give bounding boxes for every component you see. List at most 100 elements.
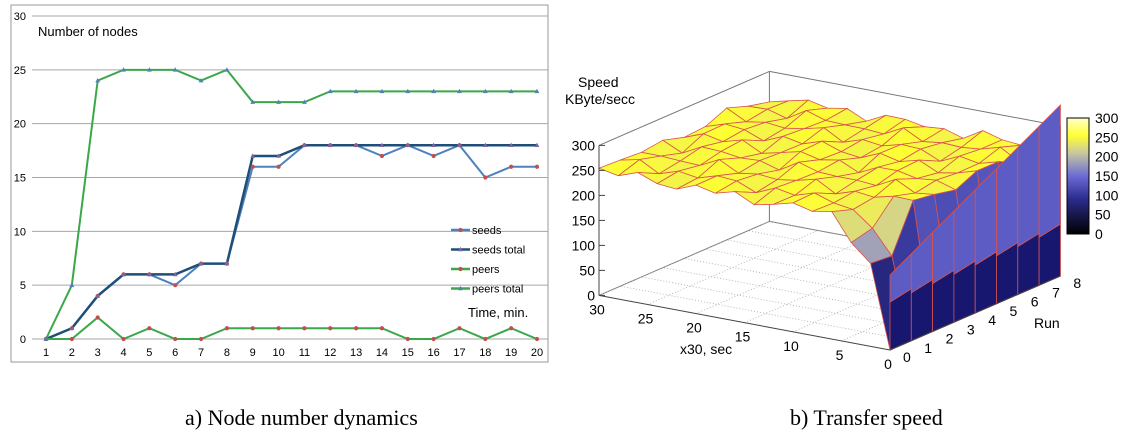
x-tick-label: 10	[272, 347, 284, 359]
run-tick-label: 1	[924, 340, 932, 356]
data-marker-peers-total	[302, 99, 307, 104]
z-tick-label: 250	[572, 162, 596, 178]
data-marker-peers	[302, 326, 307, 331]
x-tick-label-3d: 10	[783, 338, 799, 354]
x-tick-label: 2	[69, 347, 75, 359]
run-tick-label: 5	[1010, 303, 1018, 319]
x-tick-label-3d: 0	[884, 356, 892, 372]
x-tick-label: 7	[198, 347, 204, 359]
colorbar-tick-labels: 0 50 100 150 200 250 300	[1095, 110, 1119, 242]
z-tick-label: 300	[572, 137, 596, 153]
y-tick-label: 25	[14, 65, 26, 77]
data-marker-seeds	[173, 283, 178, 288]
floor-gridline	[684, 258, 976, 314]
series-line-peers-total	[45, 68, 537, 340]
data-marker-peers	[173, 336, 178, 342]
x-tick-label: 13	[350, 347, 362, 359]
data-marker-peers-total	[353, 88, 359, 94]
floor-gridline	[792, 257, 964, 333]
x-axis-label-3d: x30, sec	[680, 341, 732, 357]
data-marker-peers	[431, 336, 436, 342]
data-marker-peers-total	[172, 67, 178, 72]
data-marker-peers-total	[250, 99, 256, 104]
caption-right: b) Transfer speed	[790, 405, 943, 430]
x-tick-label: 4	[120, 347, 126, 359]
z-tick-labels: 0 50 100 150 200 250 300	[572, 137, 605, 303]
x-tick-label: 20	[531, 347, 543, 359]
data-marker-peers	[379, 326, 385, 331]
data-marker-peers-total	[121, 67, 126, 72]
data-marker-peers	[95, 315, 100, 320]
legend-label: seeds	[472, 225, 502, 237]
series-markers	[43, 67, 540, 342]
x-tick-labels: 1 2 3 4 5 6 7 8 9 10 11 12 13 14 15 16 17 18 19 20	[43, 347, 543, 359]
floor-gridline	[598, 221, 770, 296]
legend-label: seeds total	[472, 245, 525, 257]
data-marker-seeds-total	[534, 142, 540, 147]
data-marker-seeds-total	[379, 142, 385, 147]
x-tick-label: 8	[224, 347, 230, 359]
data-marker-seeds-total	[405, 142, 411, 147]
data-marker-peers	[250, 326, 255, 331]
data-marker-peers-total	[327, 88, 333, 94]
x-tick-label-3d: 5	[836, 347, 844, 363]
x-tick-label-3d: 25	[638, 311, 654, 327]
colorbar-tick-label: 100	[1095, 187, 1119, 203]
colorbar-tick-label: 200	[1095, 149, 1119, 165]
z-tick-label: 0	[587, 287, 595, 303]
x-tick-label: 17	[453, 347, 465, 359]
y-tick-label: 10	[14, 226, 26, 238]
x-tick-label: 12	[324, 347, 336, 359]
x-tick-label: 18	[479, 347, 491, 359]
legend-label: peers	[472, 264, 500, 276]
run-tick-label: 7	[1052, 284, 1060, 300]
data-marker-peers-total	[482, 88, 488, 94]
y-tick-label: 0	[20, 334, 26, 346]
data-marker-seeds-total	[121, 271, 126, 277]
colorbar-tick-label: 150	[1095, 168, 1119, 184]
data-marker-peers	[457, 326, 462, 331]
data-marker-seeds-total	[353, 142, 359, 147]
caption-left: a) Node number dynamics	[185, 405, 418, 430]
legend-marker	[458, 285, 463, 291]
box-edge	[598, 294, 891, 351]
data-marker-seeds-total	[224, 261, 230, 266]
data-marker-peers-total	[405, 88, 411, 94]
floor-gridline	[726, 239, 1018, 295]
data-marker-seeds	[250, 164, 255, 169]
z-tick-label: 50	[579, 262, 595, 278]
box-edge	[889, 275, 1061, 351]
data-marker-peers-total	[224, 67, 230, 72]
run-tick-label: 4	[988, 312, 996, 328]
chart-frame	[10, 4, 549, 363]
x-tick-label: 3	[95, 347, 101, 359]
data-marker-peers	[224, 326, 229, 331]
data-marker-peers-total	[276, 99, 281, 104]
legend-label: peers total	[472, 284, 523, 296]
data-marker-peers	[276, 326, 281, 331]
box-edge	[769, 70, 1061, 127]
data-marker-peers	[354, 326, 359, 331]
run-tick-label: 6	[1031, 294, 1039, 310]
x-tick-label: 1	[43, 347, 49, 359]
x-axis-label: Time, min.	[468, 305, 528, 320]
legend-marker	[458, 266, 463, 272]
data-marker-peers	[483, 336, 488, 342]
run-axis-label: Run	[1034, 315, 1060, 331]
x-tick-label: 14	[376, 347, 388, 359]
data-marker-seeds-total	[276, 153, 281, 158]
data-marker-peers-total	[534, 88, 540, 94]
chart-gridlines	[32, 15, 548, 340]
floor-gridline	[748, 230, 1040, 286]
data-marker-peers	[405, 336, 410, 342]
data-marker-seeds-total	[69, 325, 75, 331]
legend-marker	[458, 246, 463, 252]
colorbar-tick-label: 0	[1095, 226, 1103, 242]
legend-marker	[458, 227, 463, 233]
data-marker-seeds-total	[482, 142, 488, 147]
chart-title: Number of nodes	[38, 24, 138, 39]
run-tick-label: 0	[903, 349, 911, 365]
